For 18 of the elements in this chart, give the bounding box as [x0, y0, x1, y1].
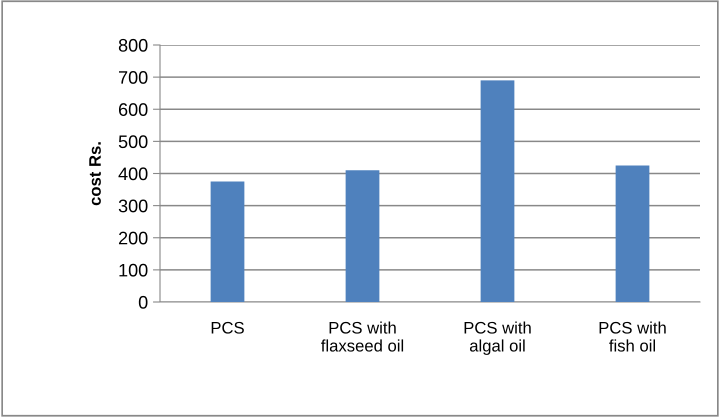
- y-tick-label: 100: [119, 264, 148, 277]
- y-tick-label: 800: [118, 38, 148, 52]
- x-tick-label: PCS with algal oil: [464, 321, 531, 355]
- y-tick-label: 600: [118, 103, 148, 116]
- bar: [480, 80, 514, 302]
- y-tick-label: 700: [119, 71, 148, 84]
- y-tick-label: 500: [118, 135, 148, 148]
- y-tick-label: 400: [118, 167, 148, 180]
- y-tick-label: 300: [118, 200, 148, 212]
- x-tick-label: PCS with flaxseed oil: [321, 321, 404, 352]
- y-tick-label: 0: [138, 296, 148, 309]
- bar: [346, 170, 380, 302]
- y-axis-title: cost Rs.: [89, 142, 101, 206]
- x-tick-label: PCS with fish oil: [600, 321, 666, 352]
- bar: [616, 165, 650, 302]
- x-tick-label: PCS: [212, 322, 244, 334]
- bar: [210, 182, 244, 302]
- y-tick-label: 200: [118, 232, 148, 244]
